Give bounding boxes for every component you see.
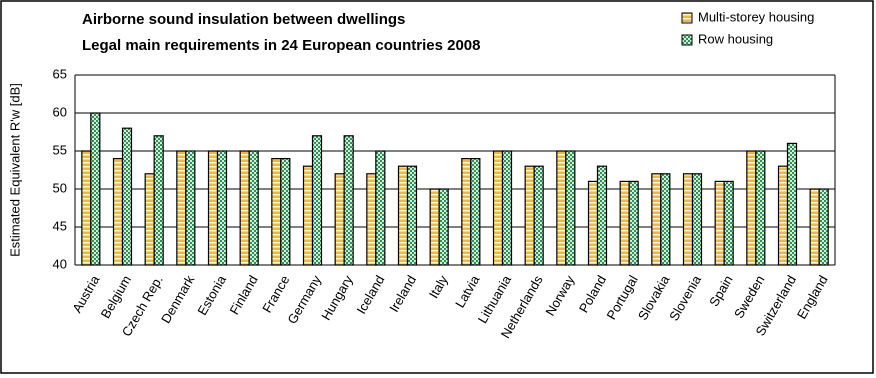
bar: [121, 127, 133, 266]
bar: [216, 150, 228, 266]
bar: [406, 165, 418, 266]
y-tick-label: 50: [53, 180, 67, 195]
bar: [660, 173, 671, 266]
bar: [777, 165, 789, 266]
bar: [438, 188, 449, 266]
bar: [691, 173, 703, 266]
y-tick-label: 65: [53, 66, 67, 81]
bar: [470, 158, 481, 266]
legend-marker: [681, 12, 693, 24]
bar: [343, 135, 354, 266]
bar: [587, 180, 599, 266]
bar: [714, 180, 725, 266]
bar: [556, 150, 567, 266]
bar: [651, 173, 662, 266]
bar: [746, 150, 757, 266]
bar: [271, 158, 282, 266]
y-axis-label: Estimated Equivalent R'w [dB]: [7, 83, 22, 257]
bar: [723, 180, 734, 266]
bar: [682, 173, 694, 266]
y-tick-label: 40: [53, 256, 67, 271]
bar: [248, 150, 259, 266]
y-tick-label: 45: [53, 218, 67, 233]
bar: [112, 158, 124, 266]
bar: [280, 158, 291, 266]
legend-label: Multi-storey housing: [698, 9, 814, 24]
bar: [596, 165, 608, 266]
bar: [366, 173, 377, 266]
bar: [375, 150, 386, 266]
bar: [818, 188, 829, 266]
bar: [81, 150, 92, 266]
bar: [461, 158, 472, 266]
bar: [619, 180, 630, 266]
bar: [302, 165, 314, 266]
bar: [524, 165, 535, 266]
bar: [492, 150, 504, 266]
chart-title: Airborne sound insulation between dwelli…: [82, 11, 405, 28]
bar: [755, 150, 766, 266]
legend-marker: [681, 34, 693, 46]
bar: [397, 165, 409, 266]
bar: [334, 173, 345, 266]
bar: [311, 135, 323, 266]
bar: [429, 188, 440, 266]
bar: [501, 150, 513, 266]
bar: [90, 112, 101, 266]
bar: [533, 165, 544, 266]
bar: [207, 150, 219, 266]
bar: [809, 188, 820, 266]
bar: [185, 150, 196, 266]
bar: [565, 150, 576, 266]
bar: [176, 150, 187, 266]
bar: [144, 173, 155, 266]
bar: [153, 135, 164, 266]
legend-label: Row housing: [698, 31, 773, 46]
chart-subtitle: Legal main requirements in 24 European c…: [82, 37, 480, 54]
bar: [786, 142, 798, 266]
y-tick-label: 55: [53, 142, 67, 157]
bar: [628, 180, 639, 266]
y-tick-label: 60: [53, 104, 67, 119]
bar: [239, 150, 250, 266]
